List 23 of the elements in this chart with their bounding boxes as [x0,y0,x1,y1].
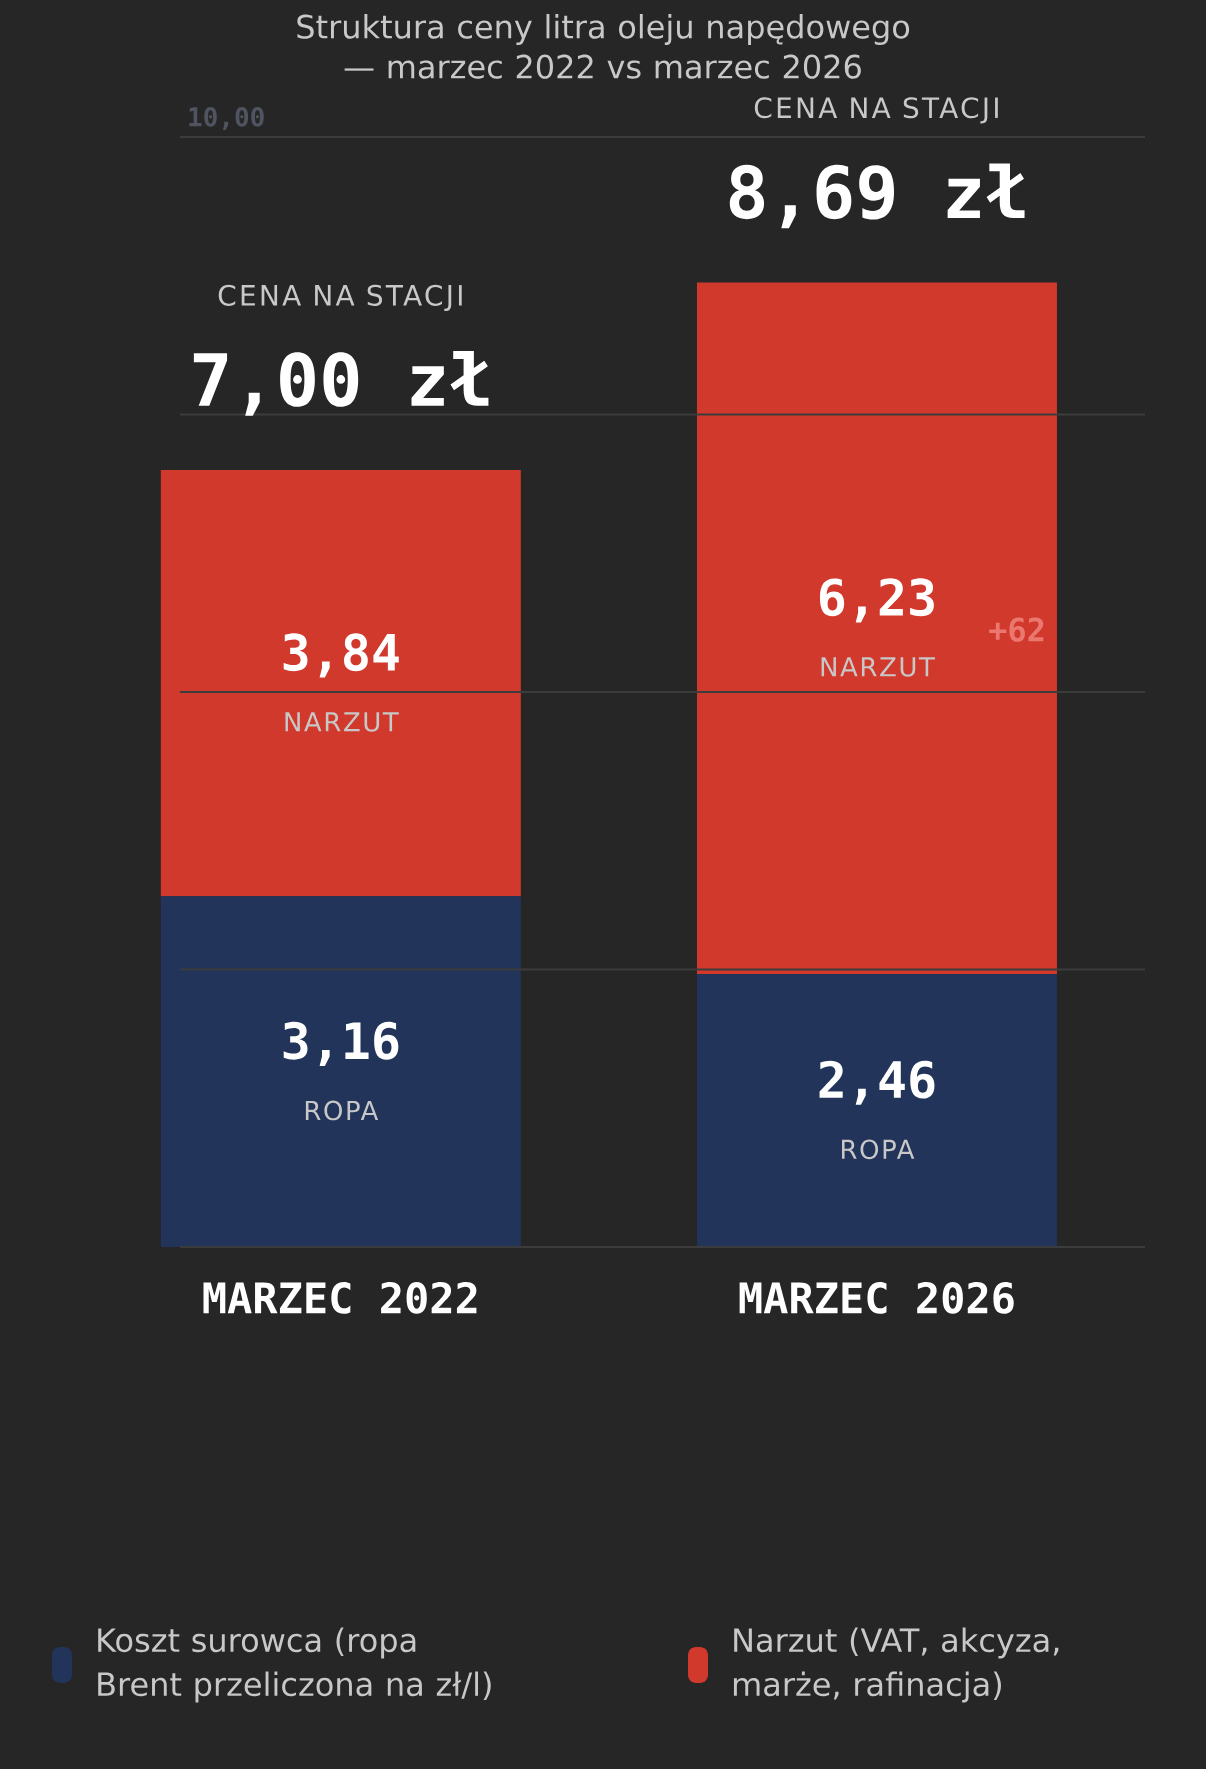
chart-title: Struktura ceny litra oleju napędowego — marzec 2022 vs marzec 2026 [297,14,910,79]
annotation: NARZUT [285,712,399,732]
legend-label: Koszt surowca (ropa Brent przeliczona na zł/l) [98,1627,491,1703]
x-tick-label: MARZEC 2022 [203,1282,477,1314]
legend-label: Narzut (VAT, akcyza, marże, rafinacja) [733,1627,1059,1703]
data-label: 2,46 [819,1060,935,1105]
annotation: NARZUT [821,657,935,677]
annotation: CENA NA STACJI [218,284,462,312]
total-label: 7,00 zł [193,350,489,416]
annotation: +62 [989,617,1044,642]
bar [696,973,1057,1247]
data-label: 6,23 [819,578,934,623]
text: CENA NA STACJI [754,97,998,124]
bar [696,282,1057,974]
bar [160,469,521,897]
bar [160,896,521,1247]
total-label: 8,69 zł [729,163,1025,229]
x-tick-label: MARZEC 2026 [739,1282,1014,1314]
data-label: 3,84 [283,633,399,678]
ref-line-label: 10,00 [189,106,264,130]
annotation: ROPA [842,1139,915,1160]
annotation: ROPA [305,1100,379,1121]
data-label: 3,16 [283,1021,399,1066]
